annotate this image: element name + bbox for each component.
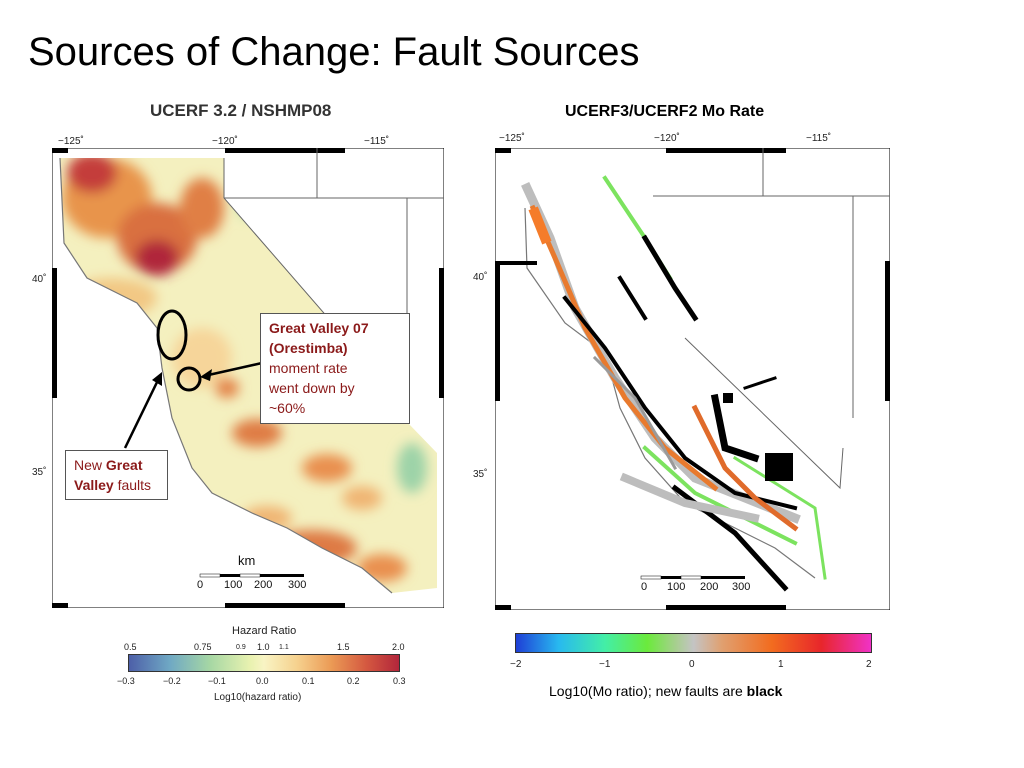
mo-rate-tick: 0 bbox=[689, 659, 695, 670]
callout-text: faults bbox=[113, 477, 152, 493]
hazard-top-tick: 1.1 bbox=[279, 644, 289, 651]
fault-traces bbox=[498, 175, 827, 592]
left-lat-tick: 35˚ bbox=[32, 467, 47, 478]
hazard-bottom-tick: 0.2 bbox=[347, 676, 360, 686]
hazard-bottom-tick: −0.1 bbox=[208, 676, 226, 686]
right-lat-tick: 35˚ bbox=[473, 469, 488, 480]
scale-tick: 200 bbox=[700, 581, 719, 593]
hazard-top-tick: 0.75 bbox=[194, 642, 212, 652]
hazard-bottom-tick: 0.1 bbox=[302, 676, 315, 686]
hazard-top-tick: 0.9 bbox=[236, 644, 246, 651]
hazard-bottom-tick: −0.3 bbox=[117, 676, 135, 686]
left-lat-tick: 40˚ bbox=[32, 274, 47, 285]
callout-text: New bbox=[74, 457, 106, 473]
callout-orestimba: Great Valley 07 (Orestimba) moment rate … bbox=[260, 313, 410, 424]
left-lon-tick: −115˚ bbox=[364, 136, 390, 147]
hazard-top-tick: 2.0 bbox=[392, 642, 405, 652]
orestimba-circle bbox=[176, 366, 202, 392]
callout-line: ~60% bbox=[269, 400, 306, 416]
mo-rate-tick: 2 bbox=[866, 659, 872, 670]
hazard-colorbar-label: Log10(hazard ratio) bbox=[214, 692, 302, 703]
callout-new-faults: New Great Valley faults bbox=[65, 450, 168, 500]
great-valley-oval bbox=[156, 309, 188, 361]
callout-line: went down by bbox=[269, 380, 355, 396]
scale-tick: 0 bbox=[641, 581, 648, 593]
hazard-bottom-tick: −0.2 bbox=[163, 676, 181, 686]
mo-rate-tick: −2 bbox=[510, 659, 522, 670]
slide-title: Sources of Change: Fault Sources bbox=[28, 30, 640, 74]
mo-rate-tick: 1 bbox=[778, 659, 784, 670]
scale-label: km bbox=[238, 553, 256, 568]
hazard-colorbar-title: Hazard Ratio bbox=[232, 625, 297, 637]
hazard-top-tick: 1.5 bbox=[337, 642, 350, 652]
callout-text: Valley bbox=[74, 477, 114, 493]
callout-line: Great Valley 07 bbox=[269, 320, 369, 336]
scale-tick: 100 bbox=[667, 581, 686, 593]
caption-text: Log10(Mo ratio); new faults are bbox=[549, 683, 747, 699]
hazard-colorbar bbox=[128, 654, 400, 672]
mo-rate-tick: −1 bbox=[599, 659, 611, 670]
right-lon-tick: −125˚ bbox=[499, 133, 525, 144]
right-lon-tick: −120˚ bbox=[654, 133, 680, 144]
scale-tick: 200 bbox=[254, 579, 273, 591]
right-lon-tick: −115˚ bbox=[806, 133, 832, 144]
callout-line: moment rate bbox=[269, 360, 348, 376]
scale-tick: 0 bbox=[197, 579, 204, 591]
mo-rate-caption: Log10(Mo ratio); new faults are black bbox=[549, 683, 782, 699]
right-mo-rate-map bbox=[495, 148, 890, 610]
scale-tick: 100 bbox=[224, 579, 243, 591]
scale-tick: 300 bbox=[288, 579, 307, 591]
hazard-top-tick: 0.5 bbox=[124, 642, 137, 652]
left-map-title: UCERF 3.2 / NSHMP08 bbox=[150, 101, 332, 120]
caption-bold: black bbox=[746, 683, 783, 699]
hazard-bottom-tick: 0.3 bbox=[393, 676, 406, 686]
callout-line: (Orestimba) bbox=[269, 340, 348, 356]
mo-rate-colorbar bbox=[515, 633, 872, 653]
right-lat-tick: 40˚ bbox=[473, 272, 488, 283]
right-map-title: UCERF3/UCERF2 Mo Rate bbox=[565, 103, 765, 120]
hazard-bottom-tick: 0.0 bbox=[256, 676, 269, 686]
hazard-top-tick: 1.0 bbox=[257, 642, 270, 652]
left-lon-tick: −125˚ bbox=[58, 136, 84, 147]
callout-text: Great bbox=[105, 457, 143, 473]
left-lon-tick: −120˚ bbox=[212, 136, 238, 147]
scale-tick: 300 bbox=[732, 581, 751, 593]
